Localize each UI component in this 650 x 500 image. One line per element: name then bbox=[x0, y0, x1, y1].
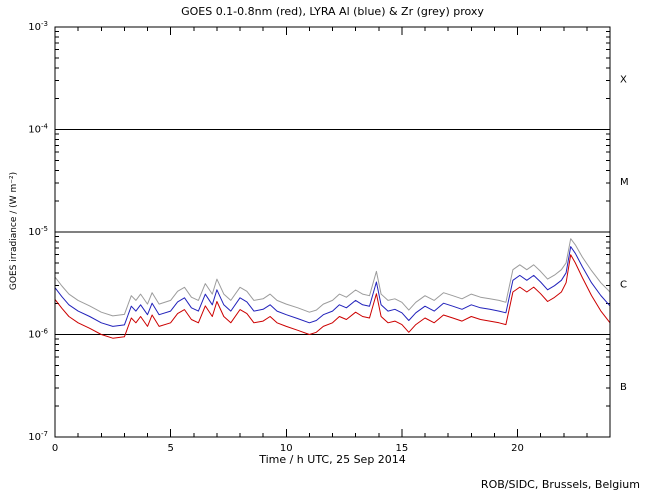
x-tick-label: 5 bbox=[167, 443, 173, 454]
series-line-lyra-zr-grey bbox=[54, 238, 611, 317]
y-tick-label: 10-4 bbox=[28, 123, 48, 136]
series-line-goes-red bbox=[54, 254, 611, 339]
chart-title: GOES 0.1-0.8nm (red), LYRA Al (blue) & Z… bbox=[181, 5, 484, 18]
y-tick-label: 10-7 bbox=[28, 430, 48, 443]
x-axis-title: Time / h UTC, 25 Sep 2014 bbox=[259, 453, 406, 466]
y-axis-title: GOES irradiance / (W m⁻²) bbox=[9, 171, 19, 291]
plot-frame bbox=[54, 26, 611, 438]
flux-class-label-b: B bbox=[620, 382, 627, 393]
flux-class-label-c: C bbox=[620, 279, 627, 290]
y-tick-label: 10-5 bbox=[28, 225, 48, 238]
x-tick-label: 10 bbox=[280, 443, 293, 454]
y-tick-label: 10-3 bbox=[28, 20, 48, 33]
x-tick-label: 15 bbox=[396, 443, 409, 454]
y-tick-label: 10-6 bbox=[28, 328, 48, 341]
x-tick-label: 0 bbox=[52, 443, 58, 454]
flux-class-label-x: X bbox=[620, 74, 627, 85]
flux-class-label-m: M bbox=[620, 177, 629, 188]
credit-text: ROB/SIDC, Brussels, Belgium bbox=[480, 478, 640, 491]
series-line-lyra-al-blue bbox=[54, 246, 611, 327]
x-tick-label: 20 bbox=[511, 443, 524, 454]
